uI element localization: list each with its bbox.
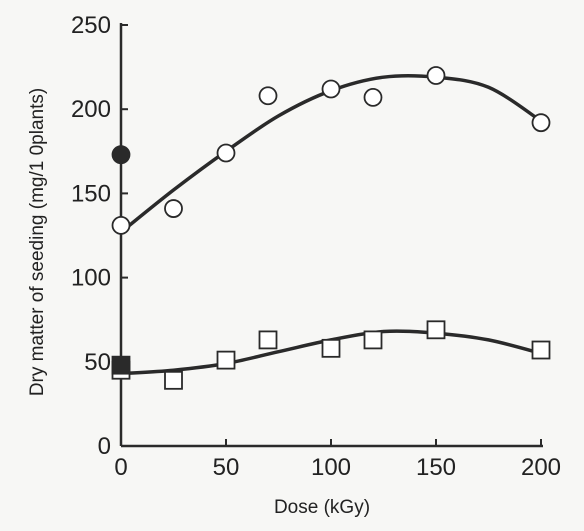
open-circle-point — [258, 86, 278, 106]
y-tick-label: 250 — [71, 12, 111, 39]
open-circle-point — [216, 143, 236, 163]
x-tick-label: 100 — [311, 454, 351, 481]
open-square-point — [258, 330, 278, 350]
open-square-point — [531, 340, 551, 360]
open-circle-point — [111, 215, 131, 235]
y-tick-label: 150 — [71, 180, 111, 207]
tick-labels: 0 50 100 150 200 250 0 50 100 150 200 — [71, 12, 561, 481]
x-tick-label: 50 — [213, 454, 240, 481]
y-tick-label: 200 — [71, 96, 111, 123]
data-markers — [111, 66, 551, 390]
filled-square-point — [111, 355, 131, 375]
y-tick-label: 100 — [71, 265, 111, 292]
fit-curves — [119, 73, 543, 376]
open-square-point — [363, 330, 383, 350]
x-axis-label: Dose (kGy) — [274, 497, 370, 518]
x-tick-label: 150 — [416, 454, 456, 481]
open-square-point — [164, 370, 183, 390]
y-tick-label: 0 — [98, 433, 111, 460]
open-square-point — [426, 320, 446, 340]
x-tick-label: 200 — [521, 454, 561, 481]
open-circle-point — [363, 88, 383, 107]
y-tick-label: 50 — [84, 349, 111, 376]
open-circle-point — [531, 113, 551, 133]
open-circle-point — [164, 199, 183, 218]
x-tick-label: 0 — [114, 454, 127, 481]
y-axis-label: Dry matter of seeding (mg/1 0plants) — [27, 88, 48, 396]
open-circle-fit-curve — [119, 73, 543, 234]
open-circle-point — [321, 79, 341, 99]
open-circle-point — [426, 66, 446, 85]
open-square-point — [216, 350, 236, 370]
filled-circle-point — [111, 145, 131, 165]
open-square-point — [321, 338, 341, 358]
